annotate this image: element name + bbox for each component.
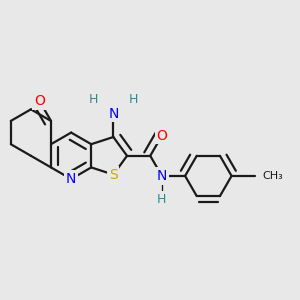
Text: O: O	[156, 129, 167, 143]
Text: H: H	[157, 193, 167, 206]
Text: H: H	[88, 92, 98, 106]
Text: N: N	[108, 107, 118, 121]
Text: H: H	[129, 92, 138, 106]
Text: O: O	[34, 94, 45, 108]
Text: CH₃: CH₃	[262, 171, 284, 181]
Text: N: N	[157, 169, 167, 183]
Text: S: S	[109, 168, 118, 182]
Text: N: N	[66, 172, 76, 186]
